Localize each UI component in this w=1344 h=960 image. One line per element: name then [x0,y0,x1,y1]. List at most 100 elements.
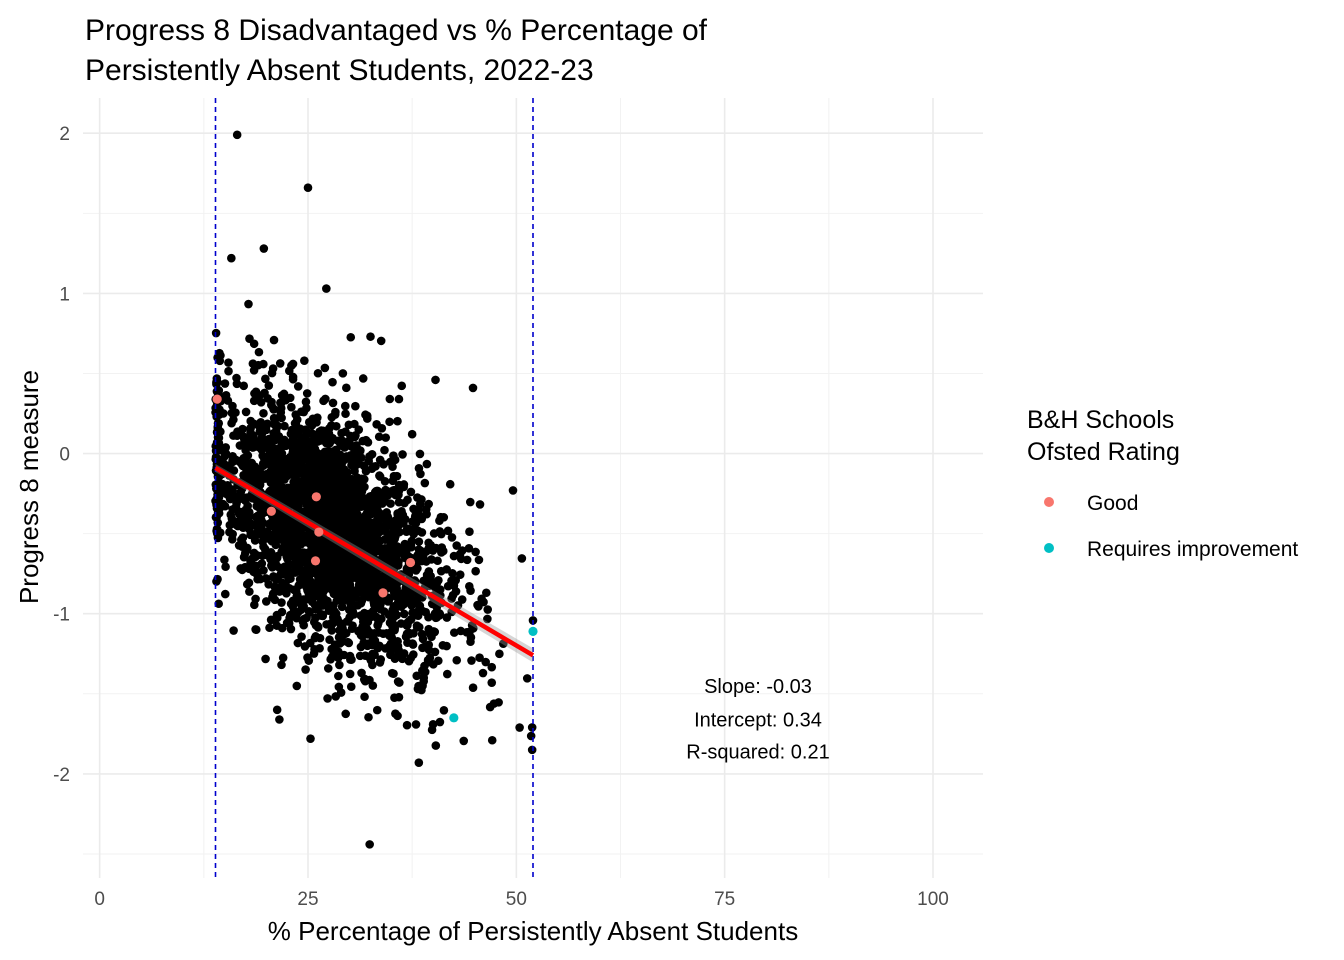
chart-title-line-1: Progress 8 Disadvantaged vs % Percentage… [85,14,708,47]
data-point [319,396,328,406]
data-point [283,483,293,493]
data-point [494,698,503,707]
data-point [457,595,467,604]
data-point [227,418,236,428]
data-point [212,412,221,422]
data-point [295,579,305,589]
data-point [362,411,372,421]
data-point [225,464,234,473]
data-point [420,478,430,488]
data-point [343,483,352,493]
data-point [350,445,359,455]
data-point [238,533,248,542]
data-point [427,579,436,589]
data-point [266,478,276,487]
data-point [284,619,294,628]
x-tick-label: 50 [506,889,527,910]
data-point [239,441,249,451]
data-point [431,741,441,750]
data-point [278,509,287,519]
data-point [347,534,357,543]
data-point [406,540,416,549]
data-point [421,607,431,617]
data-point [293,638,303,648]
data-point [409,629,418,638]
data-point [276,408,286,417]
data-point [328,377,337,387]
data-point [253,440,262,450]
data-point [449,628,459,637]
data-point [482,588,491,598]
y-axis-title: Progress 8 measure [14,370,44,604]
data-point [291,410,301,419]
data-point [356,453,366,462]
data-point [257,523,266,532]
data-point [352,570,361,580]
data-point [420,642,429,652]
data-point [375,471,384,480]
data-point [456,626,466,636]
data-point [354,479,363,488]
data-point [305,551,314,561]
data-point [268,592,277,602]
x-axis-ticks: 0 25 50 75 100 [94,889,948,910]
data-point [475,653,484,663]
data-point [327,435,337,445]
data-point [352,522,361,531]
data-point [296,460,306,469]
data-point [431,375,440,385]
x-tick-label: 75 [714,889,735,910]
data-point [300,642,310,651]
legend-title-line-2: Ofsted Rating [1027,438,1180,466]
data-point [393,416,402,426]
data-point [228,451,237,461]
data-point [296,482,306,491]
data-point [275,359,285,368]
data-point [215,348,224,358]
data-point [389,601,399,611]
data-point [317,597,326,606]
data-point [404,569,414,579]
data-point [265,455,275,464]
data-point [451,576,461,585]
data-point [277,598,286,607]
data-point [357,487,366,497]
data-point [487,678,497,687]
data-point [407,429,417,439]
data-point [334,485,343,495]
data-point [341,569,350,578]
data-point [397,381,407,391]
data-point [301,466,310,476]
data-point [228,486,238,496]
data-point [281,395,290,405]
data-point [237,565,247,575]
data-point [264,579,273,589]
data-point [427,725,437,735]
data-point [320,447,330,457]
data-point [211,480,221,489]
data-point [487,662,497,672]
data-point [372,705,382,715]
data-point [475,500,485,509]
data-point [466,586,475,595]
regression-line-group [214,463,535,663]
data-point [422,459,432,469]
y-tick-label: 0 [59,445,70,466]
data-point [250,389,259,398]
data-point [363,629,372,639]
data-point [220,379,230,388]
data-point [413,550,423,560]
data-point [307,428,316,438]
data-point [251,512,261,522]
data-point [377,614,386,624]
data-point [242,579,252,589]
data-point [268,556,278,566]
data-point [246,416,256,426]
data-point [391,709,400,718]
series-point [212,394,222,404]
data-point [462,555,472,565]
data-point [326,603,335,612]
data-point [271,466,280,476]
data-point [291,469,300,479]
